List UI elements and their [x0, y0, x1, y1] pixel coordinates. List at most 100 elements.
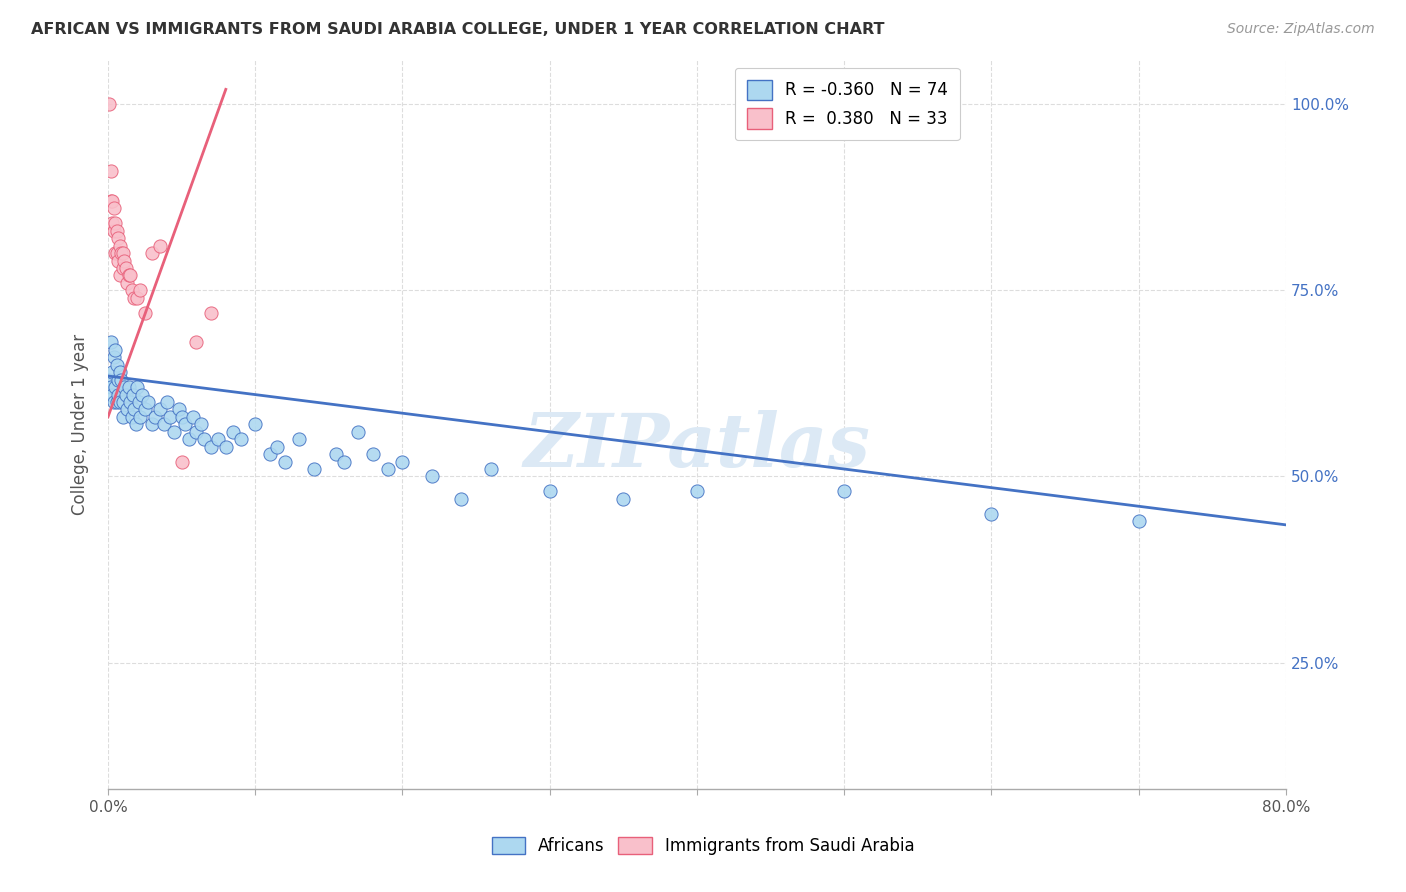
Point [288, 432, 311, 446]
Point [200, 306, 222, 320]
Point [100, 194, 122, 208]
Point [117, 380, 139, 394]
Legend: Africans, Immigrants from Saudi Arabia: Africans, Immigrants from Saudi Arabia [485, 830, 921, 862]
Point [127, 380, 149, 394]
Point [193, 432, 215, 446]
Point [108, 395, 131, 409]
Point [111, 246, 134, 260]
Point [167, 402, 190, 417]
Point [101, 194, 124, 208]
Point [125, 417, 148, 432]
Point [124, 291, 146, 305]
Point [129, 284, 152, 298]
Point [450, 491, 472, 506]
Point [325, 447, 347, 461]
Point [117, 268, 139, 283]
Point [104, 343, 127, 357]
Point [361, 447, 384, 461]
Point [105, 246, 128, 260]
Text: Source: ZipAtlas.com: Source: ZipAtlas.com [1227, 22, 1375, 37]
Point [612, 491, 634, 506]
Point [163, 425, 186, 439]
Point [121, 409, 143, 424]
Point [538, 484, 561, 499]
Point [377, 462, 399, 476]
Point [136, 395, 159, 409]
Point [215, 440, 238, 454]
Point [105, 395, 128, 409]
Point [177, 432, 200, 446]
Point [120, 268, 142, 283]
Point [103, 224, 125, 238]
Point [114, 387, 136, 401]
Y-axis label: College, Under 1 year: College, Under 1 year [72, 334, 89, 515]
Point [170, 409, 193, 424]
Point [124, 402, 146, 417]
Legend: R = -0.360   N = 74, R =  0.380   N = 33: R = -0.360 N = 74, R = 0.380 N = 33 [735, 68, 959, 140]
Point [148, 238, 170, 252]
Point [229, 432, 252, 446]
Point [1128, 514, 1150, 528]
Point [101, 387, 124, 401]
Point [222, 425, 245, 439]
Point [108, 365, 131, 379]
Point [200, 440, 222, 454]
Point [107, 231, 129, 245]
Point [103, 202, 125, 216]
Text: ZIPatlas: ZIPatlas [523, 410, 870, 483]
Point [207, 432, 229, 446]
Text: AFRICAN VS IMMIGRANTS FROM SAUDI ARABIA COLLEGE, UNDER 1 YEAR CORRELATION CHART: AFRICAN VS IMMIGRANTS FROM SAUDI ARABIA … [31, 22, 884, 37]
Point [347, 425, 370, 439]
Point [153, 417, 176, 432]
Point [100, 335, 122, 350]
Point [103, 395, 125, 409]
Point [105, 358, 128, 372]
Point [980, 507, 1002, 521]
Point [98, 373, 121, 387]
Point [121, 284, 143, 298]
Point [420, 469, 443, 483]
Point [105, 224, 128, 238]
Point [127, 291, 149, 305]
Point [156, 395, 179, 409]
Point [134, 402, 156, 417]
Point [120, 395, 142, 409]
Point [183, 409, 205, 424]
Point [245, 417, 267, 432]
Point [114, 260, 136, 275]
Point [134, 306, 156, 320]
Point [108, 238, 131, 252]
Point [479, 462, 502, 476]
Point [259, 447, 281, 461]
Point [101, 216, 124, 230]
Point [186, 335, 208, 350]
Point [107, 373, 129, 387]
Point [170, 454, 193, 468]
Point [111, 409, 134, 424]
Point [100, 164, 122, 178]
Point [391, 454, 413, 468]
Point [686, 484, 709, 499]
Point [108, 268, 131, 283]
Point [111, 260, 134, 275]
Point [112, 253, 135, 268]
Point [332, 454, 354, 468]
Point [159, 409, 181, 424]
Point [115, 402, 138, 417]
Point [131, 387, 153, 401]
Point [832, 484, 855, 499]
Point [141, 417, 163, 432]
Point [110, 373, 132, 387]
Point [107, 253, 129, 268]
Point [122, 387, 145, 401]
Point [115, 276, 138, 290]
Point [143, 409, 166, 424]
Point [103, 351, 125, 365]
Point [190, 417, 212, 432]
Point [107, 387, 129, 401]
Point [141, 246, 163, 260]
Point [148, 402, 170, 417]
Point [110, 246, 132, 260]
Point [128, 395, 150, 409]
Point [98, 97, 121, 112]
